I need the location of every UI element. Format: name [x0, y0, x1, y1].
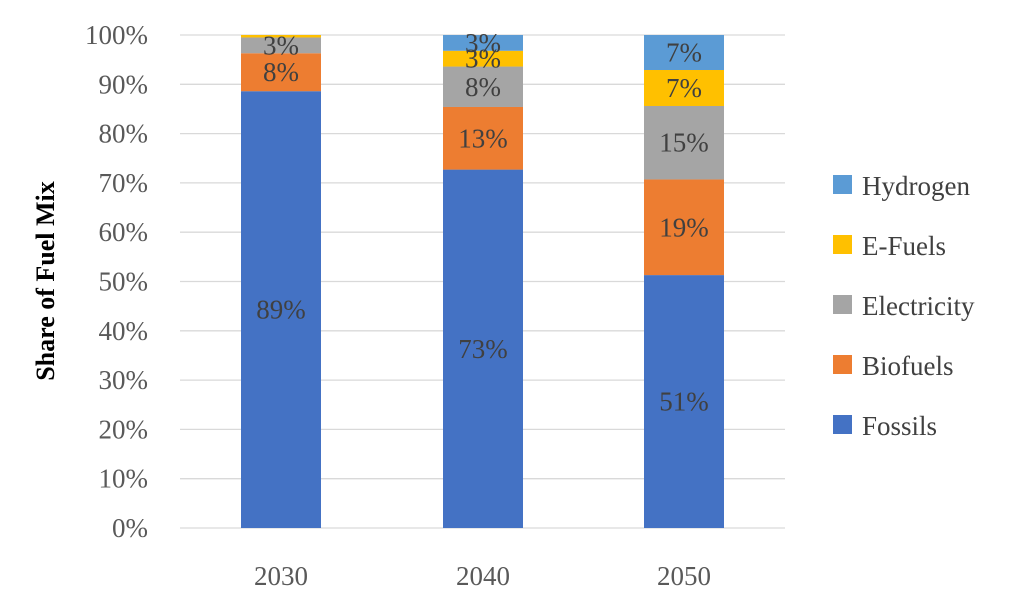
bar-segment-fossils [241, 91, 321, 529]
bar-segment-biofuels [644, 179, 724, 276]
data-label: 8% [465, 72, 501, 102]
bar-segment-e-fuels [644, 70, 724, 106]
y-tick-label: 0% [112, 513, 148, 543]
y-tick-label: 10% [99, 464, 149, 494]
legend-label: Hydrogen [862, 171, 970, 201]
data-label: 89% [256, 295, 306, 325]
legend-swatch [833, 355, 852, 374]
y-tick-label: 40% [99, 316, 149, 346]
y-tick-label: 100% [85, 20, 148, 50]
data-label: 3% [465, 28, 501, 58]
x-tick-label: 2030 [254, 561, 308, 591]
legend-swatch [833, 235, 852, 254]
x-tick-label: 2040 [456, 561, 510, 591]
data-label: 19% [659, 212, 709, 242]
bar-segment-hydrogen [443, 35, 523, 51]
bar-segment-biofuels [241, 53, 321, 92]
y-tick-label: 70% [99, 168, 149, 198]
data-label: 8% [263, 57, 299, 87]
data-label: 13% [458, 123, 508, 153]
legend-label: Biofuels [862, 351, 954, 381]
data-label: 3% [263, 30, 299, 60]
y-tick-label: 80% [99, 119, 149, 149]
y-tick-label: 30% [99, 365, 149, 395]
bar-segment-e-fuels [241, 35, 321, 38]
bar-segment-electricity [443, 66, 523, 107]
legend: Hydrogen E-Fuels Electricity Biofuels Fossil… [833, 171, 975, 441]
bar-segment-fossils [443, 169, 523, 529]
y-axis-title: Share of Fuel Mix [31, 181, 60, 381]
bar-segment-biofuels [443, 106, 523, 170]
data-label: 15% [659, 128, 709, 158]
y-axis-ticks: 0% 10% 20% 30% 40% 50% 60% 70% 80% 90% 100% [85, 20, 148, 543]
bars [241, 35, 724, 529]
bar-segment-electricity [644, 105, 724, 180]
y-tick-label: 90% [99, 69, 149, 99]
legend-label: E-Fuels [862, 231, 946, 261]
data-labels: 89%8%3%73%13%8%3%3%51%19%15%7%7% [256, 28, 709, 417]
legend-swatch [833, 295, 852, 314]
bar-segment-electricity [241, 37, 321, 54]
data-label: 7% [666, 73, 702, 103]
bar-segment-hydrogen [644, 35, 724, 71]
legend-label: Electricity [862, 291, 975, 321]
x-tick-label: 2050 [657, 561, 711, 591]
data-label: 51% [659, 387, 709, 417]
legend-swatch [833, 415, 852, 434]
legend-label: Fossils [862, 411, 937, 441]
legend-swatch [833, 175, 852, 194]
data-label: 73% [458, 334, 508, 364]
bar-segment-fossils [644, 275, 724, 528]
y-tick-label: 50% [99, 267, 149, 297]
y-tick-label: 60% [99, 217, 149, 247]
y-tick-label: 20% [99, 414, 149, 444]
data-label: 3% [465, 44, 501, 74]
x-axis-ticks: 2030 2040 2050 [254, 561, 711, 591]
data-label: 7% [666, 38, 702, 68]
bar-segment-e-fuels [443, 50, 523, 67]
